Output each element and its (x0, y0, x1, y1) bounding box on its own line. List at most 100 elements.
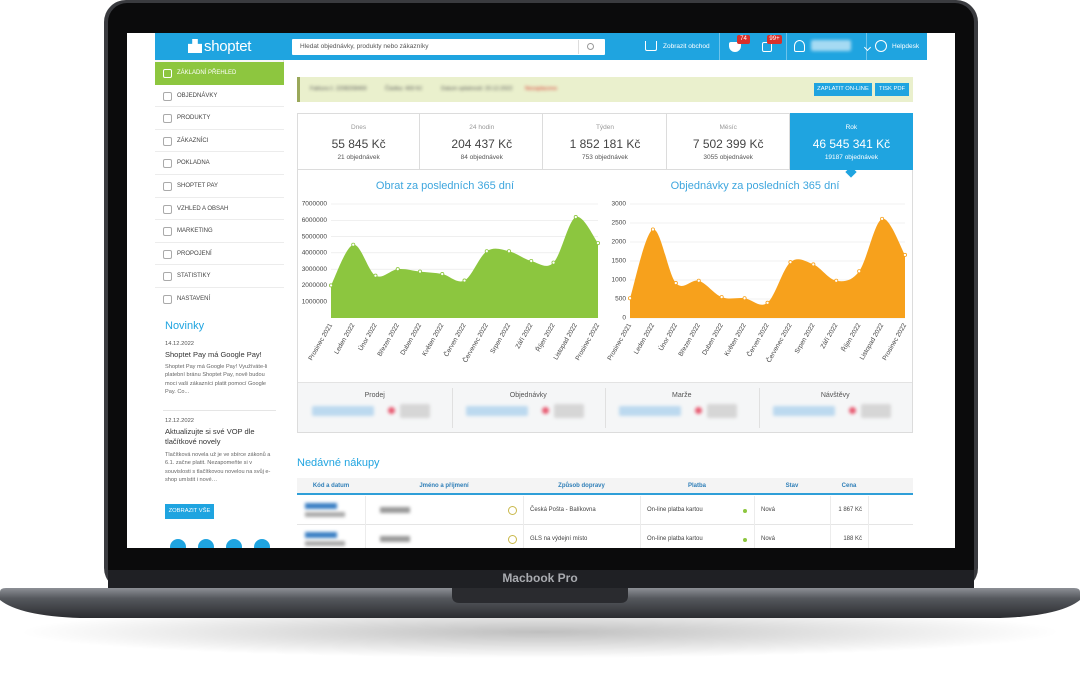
menu-item[interactable] (155, 84, 284, 108)
menu-icon (163, 204, 172, 214)
search-button[interactable] (578, 40, 604, 54)
column-header[interactable]: Kód a datum (312, 483, 350, 489)
menu-label[interactable]: PROPOJENÍ (177, 250, 212, 257)
column-header[interactable]: Způsob dopravy (558, 483, 605, 489)
menu-icon (163, 272, 172, 282)
menu-label[interactable]: OBJEDNÁVKY (177, 92, 218, 99)
status: Nová (761, 536, 776, 542)
column-header[interactable]: Jméno a příjmení (419, 483, 469, 489)
summary-value (772, 406, 835, 416)
payment: On-line platba kartou (647, 536, 703, 542)
helpdesk[interactable]: Helpdesk (892, 43, 920, 50)
notice-button[interactable]: TISK PDF (875, 83, 909, 96)
summary-label: Prodej (364, 392, 385, 399)
summary-trend (695, 407, 702, 414)
summary-delta (707, 404, 737, 418)
badge: 74 (737, 35, 750, 44)
news-text: Tlačítková novela už je ve sbírce zákonů… (165, 452, 271, 484)
menu-label[interactable]: PRODUKTY (177, 115, 211, 122)
menu-icon (163, 159, 172, 169)
stat-revenue: 1 852 181 Kč (569, 137, 641, 151)
stat-orders: 753 objednávek (582, 154, 628, 161)
menu-icon (163, 295, 172, 304)
menu-icon (163, 227, 172, 237)
help-icon (875, 40, 887, 52)
summary-divider (758, 388, 760, 428)
shipping: GLS na výdejní místo (530, 536, 588, 542)
stat-orders: 21 objednávek (337, 154, 380, 161)
menu-item[interactable] (155, 197, 284, 221)
menu-item[interactable] (155, 242, 284, 266)
stat-orders: 3055 objednávek (703, 154, 753, 161)
menu-icon (163, 114, 172, 124)
notice-text: Částka: 469 Kč (385, 86, 423, 92)
divider (786, 33, 787, 60)
summary-label: Marže (672, 392, 692, 399)
menu-label[interactable]: SHOPTET PAY (177, 183, 219, 189)
social-icon[interactable] (198, 539, 214, 548)
summary-divider (605, 388, 606, 428)
column-header[interactable]: Stav (785, 483, 799, 489)
column-header[interactable]: Platba (687, 483, 706, 489)
stat-revenue: 7 502 399 Kč (692, 137, 764, 151)
cell-divider (365, 525, 366, 548)
user-icon[interactable] (794, 40, 805, 52)
table-row (297, 525, 913, 548)
divider (719, 33, 720, 60)
cell-divider (754, 496, 755, 525)
order-date (305, 541, 345, 546)
menu-item[interactable] (155, 129, 284, 153)
payment: On-line platba kartou (647, 507, 703, 513)
menu-label[interactable]: NASTAVENÍ (177, 296, 211, 302)
price: 1 867 Kč (838, 507, 862, 513)
show-all-button[interactable]: ZOBRAZIT VŠE (165, 504, 214, 519)
search-box[interactable] (292, 39, 605, 55)
menu-item[interactable] (155, 220, 284, 243)
news-title[interactable]: Shoptet Pay má Google Pay! (165, 350, 262, 359)
paid-dot (743, 538, 747, 542)
logo: shoptet (204, 38, 252, 55)
column-header[interactable]: Cena (841, 483, 857, 489)
stat-tab[interactable] (789, 113, 913, 170)
summary-value (465, 406, 528, 416)
social-icon[interactable] (254, 539, 270, 548)
stat-tab[interactable] (543, 113, 667, 170)
search-placeholder: Hledat objednávky, produkty nebo zákazní… (300, 43, 429, 50)
menu-label[interactable]: ZÁKAZNÍCI (177, 137, 209, 144)
price: 188 Kč (843, 536, 862, 542)
menu-label[interactable]: VZHLED A OBSAH (177, 205, 229, 212)
summary-divider (451, 388, 453, 428)
menu-label[interactable]: STATISTIKY (177, 273, 211, 280)
shadow (20, 606, 1060, 658)
stat-orders: 84 objednávek (460, 154, 503, 161)
notice-text: Nezaplaceno (525, 86, 558, 92)
notify-icon[interactable] (729, 42, 741, 52)
news-title: Novinky (165, 320, 205, 332)
menu-item[interactable] (155, 265, 284, 288)
cell-divider (830, 525, 831, 548)
menu-label[interactable]: POKLADNA (177, 160, 210, 167)
cell-divider (365, 496, 366, 525)
menu-icon (163, 182, 172, 191)
paid-dot (743, 509, 747, 513)
view-shop[interactable]: Zobrazit obchod (663, 43, 710, 50)
menu-item[interactable] (155, 107, 284, 130)
notice-button[interactable]: ZAPLATIT ON-LINE (814, 83, 872, 96)
stat-tab[interactable] (666, 113, 790, 170)
menu-label[interactable]: MARKETING (177, 228, 213, 235)
menu-label[interactable]: ZÁKLADNÍ PŘEHLED (177, 70, 237, 76)
chin (108, 570, 974, 588)
news-title[interactable]: Aktualizujte si své VOP dle tlačítkové n… (165, 427, 255, 446)
cell-divider (640, 525, 641, 548)
stat-revenue: 55 845 Kč (331, 137, 386, 151)
social-icon[interactable] (226, 539, 242, 548)
customer-name (380, 536, 410, 542)
news-text: Shoptet Pay má Google Pay! Využíváte-li … (165, 364, 268, 396)
stat-tab[interactable] (420, 113, 544, 170)
menu-item[interactable] (155, 152, 284, 175)
stat-tab[interactable] (297, 113, 421, 170)
social-icon[interactable] (170, 539, 186, 548)
badge: 99+ (767, 35, 782, 44)
menu-item[interactable] (155, 62, 284, 85)
menu-item[interactable] (155, 175, 284, 198)
